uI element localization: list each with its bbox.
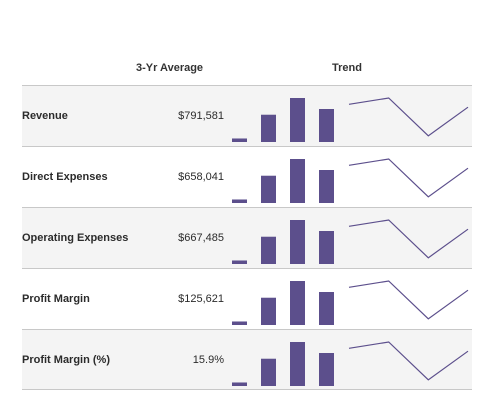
trend-sparkline <box>232 341 469 386</box>
sparkline-bar <box>232 382 247 386</box>
kpi-table: Revenue $791,581 Direct Expenses $658,041 Op… <box>22 85 472 390</box>
sparkline-bar <box>290 98 305 142</box>
sparkline-bar <box>319 109 334 142</box>
sparkline-bar <box>232 138 247 142</box>
column-header-average: 3-Yr Average <box>136 62 204 74</box>
trend-sparkline <box>232 280 469 325</box>
sparkline-bar <box>261 358 276 386</box>
sparkline-bar <box>261 114 276 142</box>
row-label: Profit Margin (%) <box>22 354 110 366</box>
row-average-value: $658,041 <box>178 171 224 183</box>
sparkline-bar <box>261 236 276 264</box>
sparkline-bar <box>232 321 247 325</box>
sparkline-line <box>348 341 469 381</box>
table-row: Revenue $791,581 <box>22 85 472 146</box>
sparkline-bar <box>319 353 334 386</box>
sparkline-bar <box>319 231 334 264</box>
table-row: Profit Margin (%) 15.9% <box>22 329 472 390</box>
row-label: Revenue <box>22 110 68 122</box>
sparkline-line <box>348 158 469 198</box>
sparkline-bar <box>290 220 305 264</box>
table-header: 3-Yr Average Trend <box>0 62 500 82</box>
table-row: Profit Margin $125,621 <box>22 268 472 329</box>
row-label: Direct Expenses <box>22 171 108 183</box>
table-row: Operating Expenses $667,485 <box>22 207 472 268</box>
row-label: Profit Margin <box>22 293 90 305</box>
trend-sparkline <box>232 158 469 203</box>
column-header-trend: Trend <box>332 62 362 74</box>
row-average-value: $791,581 <box>178 110 224 122</box>
sparkline-bar <box>290 159 305 203</box>
sparkline-bar <box>261 175 276 203</box>
sparkline-bar <box>290 281 305 325</box>
sparkline-bar <box>290 342 305 386</box>
sparkline-bar <box>261 297 276 325</box>
sparkline-bar <box>319 170 334 203</box>
sparkline-bar <box>232 199 247 203</box>
sparkline-bar <box>319 292 334 325</box>
sparkline-line <box>348 219 469 259</box>
trend-sparkline <box>232 219 469 264</box>
row-average-value: $125,621 <box>178 293 224 305</box>
sparkline-bar <box>232 260 247 264</box>
trend-sparkline <box>232 97 469 142</box>
row-average-value: 15.9% <box>192 354 224 366</box>
sparkline-line <box>348 97 469 137</box>
row-average-value: $667,485 <box>178 232 224 244</box>
table-row: Direct Expenses $658,041 <box>22 146 472 207</box>
sparkline-line <box>348 280 469 320</box>
row-label: Operating Expenses <box>22 232 129 244</box>
